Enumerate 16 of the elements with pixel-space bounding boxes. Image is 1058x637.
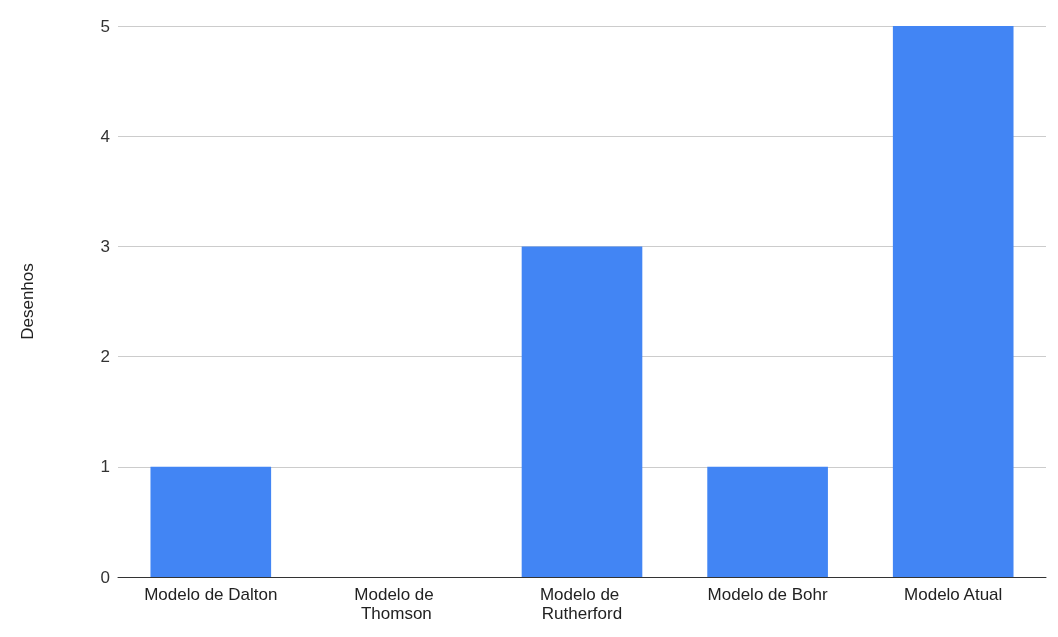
bar	[521, 246, 643, 577]
y-tick-label: 4	[100, 126, 110, 146]
x-tick-label: Modelo de Dalton	[144, 585, 278, 604]
x-tick-label: Modelo de Thomson	[354, 585, 439, 623]
bar	[892, 26, 1014, 577]
bar	[150, 466, 272, 577]
y-tick-label: 1	[100, 457, 110, 477]
y-tick-label: 2	[100, 347, 110, 367]
x-tick-label: Modelo de Bohr	[707, 585, 828, 604]
x-tick-label: Modelo Atual	[904, 585, 1003, 604]
y-tick-label: 0	[100, 567, 110, 587]
y-tick-label: 5	[100, 16, 110, 36]
y-axis-title: Desenhos	[18, 263, 37, 340]
x-tick-label: Modelo de Rutherford	[539, 585, 625, 623]
bar	[707, 466, 828, 577]
y-tick-label: 3	[100, 236, 110, 256]
